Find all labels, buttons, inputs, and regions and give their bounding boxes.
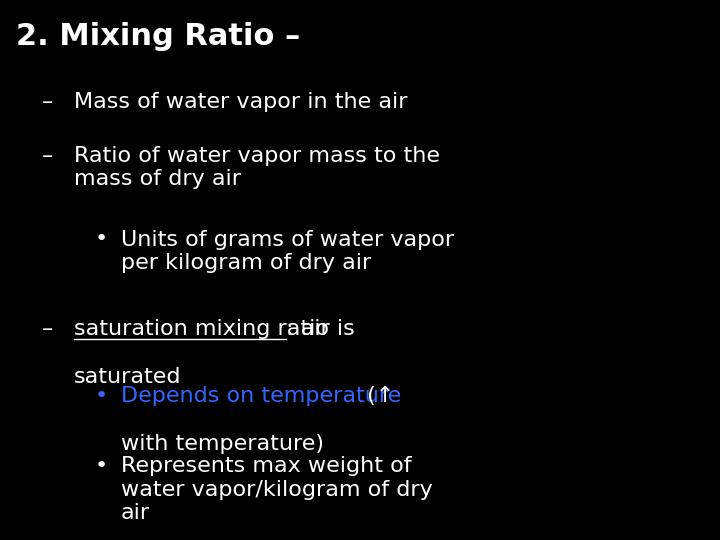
Text: 18: 18	[572, 373, 581, 382]
Text: 36: 36	[572, 488, 581, 497]
Text: 16: 16	[572, 360, 581, 369]
Text: -12: -12	[570, 181, 582, 191]
Text: Ratio of water vapor mass to the
mass of dry air: Ratio of water vapor mass to the mass of…	[73, 146, 440, 189]
Text: 6.771: 6.771	[651, 309, 673, 318]
Text: 14: 14	[572, 348, 581, 356]
Text: 28: 28	[572, 437, 581, 446]
Text: -18: -18	[570, 143, 582, 152]
Text: 2. Mixing Ratio –: 2. Mixing Ratio –	[16, 22, 300, 51]
Text: –: –	[42, 146, 53, 166]
Text: 2.009: 2.009	[651, 207, 673, 216]
Text: -35: -35	[570, 92, 582, 101]
Text: –: –	[42, 319, 53, 339]
Text: -16: -16	[570, 156, 582, 165]
Text: Depends on temperature: Depends on temperature	[121, 386, 401, 406]
Text: 1.102: 1.102	[651, 156, 672, 165]
Text: 4.439: 4.439	[651, 271, 673, 280]
Text: Represents max weight of
water vapor/kilogram of dry
air: Represents max weight of water vapor/kil…	[121, 456, 433, 523]
Text: 20: 20	[572, 386, 581, 395]
Text: (g/kg): (g/kg)	[647, 69, 677, 78]
Text: 7.762: 7.762	[651, 322, 673, 331]
Text: -14: -14	[570, 168, 582, 178]
Text: 19.210: 19.210	[649, 411, 675, 421]
Text: 38: 38	[572, 501, 581, 510]
Text: 27.694: 27.694	[649, 450, 675, 459]
Text: 0.784: 0.784	[651, 130, 673, 139]
Text: -4: -4	[572, 233, 580, 241]
Text: as a Function of Dry-Bulb: as a Function of Dry-Bulb	[569, 47, 670, 56]
Text: 40: 40	[572, 514, 581, 523]
Text: 1.300: 1.300	[651, 168, 673, 178]
Text: 2: 2	[574, 271, 579, 280]
Text: 16.963: 16.963	[649, 399, 675, 408]
Text: 21.734: 21.734	[649, 424, 675, 433]
Text: 0: 0	[574, 258, 579, 267]
Text: 34: 34	[572, 476, 581, 484]
Text: : air is: : air is	[287, 319, 355, 339]
Text: Table 2: Table 2	[600, 17, 639, 27]
Text: 24.557: 24.557	[649, 437, 675, 446]
Text: -20: -20	[570, 130, 582, 139]
Text: -25: -25	[570, 118, 582, 126]
Text: 11.560: 11.560	[649, 360, 675, 369]
Text: 12: 12	[572, 335, 581, 344]
Text: 0.931: 0.931	[651, 143, 673, 152]
Text: Temperature (°C): Temperature (°C)	[585, 56, 654, 65]
Text: 6: 6	[574, 296, 579, 306]
Text: 31.213: 31.213	[649, 463, 675, 472]
Text: 3.819: 3.819	[651, 258, 672, 267]
Text: Units of grams of water vapor
per kilogram of dry air: Units of grams of water vapor per kilogr…	[121, 230, 454, 273]
Text: 39.502: 39.502	[649, 488, 675, 497]
Text: 26: 26	[572, 424, 581, 433]
Text: 10: 10	[572, 322, 581, 331]
Text: 8.882: 8.882	[652, 335, 672, 344]
Text: •: •	[94, 456, 108, 476]
Text: 2.852: 2.852	[651, 233, 672, 241]
Text: saturated: saturated	[73, 367, 181, 387]
Text: 30: 30	[572, 450, 581, 459]
Text: Saturation Mixing Ratio (g kg⁻¹): Saturation Mixing Ratio (g kg⁻¹)	[555, 29, 683, 37]
Text: -30: -30	[570, 105, 582, 114]
Text: at Sea-Level Pressure: at Sea-Level Pressure	[576, 38, 662, 47]
Text: 0.318: 0.318	[651, 105, 672, 114]
Text: -40: -40	[570, 79, 582, 88]
Text: 14.956: 14.956	[649, 386, 675, 395]
Text: 35.134: 35.134	[649, 476, 675, 484]
Text: 13.162: 13.162	[649, 373, 675, 382]
Text: 4: 4	[574, 284, 579, 293]
Text: -8: -8	[572, 207, 580, 216]
Text: Mass of water vapor in the air: Mass of water vapor in the air	[73, 92, 407, 112]
Text: (↑: (↑	[360, 386, 395, 406]
Text: 5.894: 5.894	[651, 296, 673, 306]
Text: 5.120: 5.120	[651, 284, 672, 293]
Text: –: –	[42, 92, 53, 112]
Text: 8: 8	[574, 309, 579, 318]
Text: 0.118: 0.118	[651, 79, 672, 88]
Text: 0.195: 0.195	[651, 92, 673, 101]
Text: 32: 32	[572, 463, 581, 472]
Text: 3.313: 3.313	[651, 245, 673, 254]
Text: saturation mixing ratio: saturation mixing ratio	[73, 319, 328, 339]
Text: •: •	[94, 230, 108, 249]
Text: 2.450: 2.450	[651, 220, 673, 229]
Text: 44.381: 44.381	[649, 501, 675, 510]
Text: with temperature): with temperature)	[121, 434, 324, 454]
Text: -6: -6	[572, 220, 580, 229]
Text: 10.140: 10.140	[649, 348, 675, 356]
Text: 1.794: 1.794	[651, 194, 673, 203]
Text: 0.510: 0.510	[651, 118, 673, 126]
Text: 22: 22	[572, 399, 581, 408]
Text: •: •	[94, 386, 108, 406]
Text: 24: 24	[572, 411, 581, 421]
Text: 49.815: 49.815	[649, 514, 675, 523]
Text: (°C): (°C)	[567, 69, 586, 78]
Text: 1.529: 1.529	[651, 181, 672, 191]
Text: -2: -2	[572, 245, 580, 254]
Text: -10: -10	[570, 194, 582, 203]
